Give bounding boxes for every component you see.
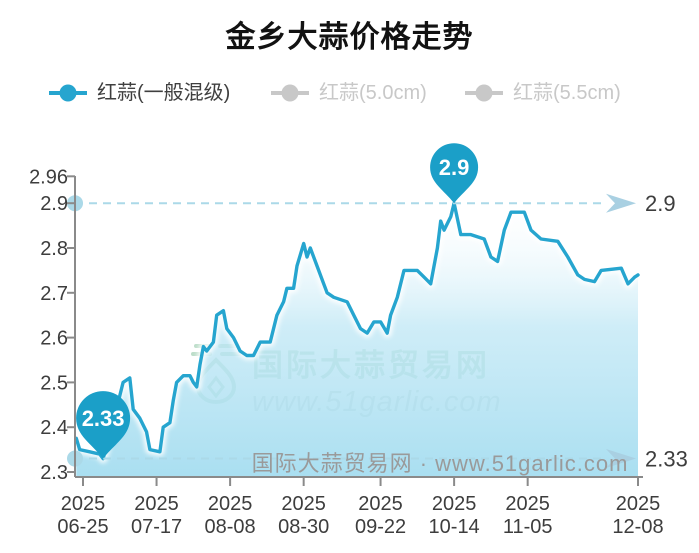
min-price-balloon: 2.33 xyxy=(76,391,131,459)
legend-label: 红蒜(一般混级) xyxy=(97,82,231,104)
y-axis-tick-label: 2.9 xyxy=(40,193,68,215)
x-axis-tick-date-label: 07-17 xyxy=(131,516,182,538)
min-price-balloon-label: 2.33 xyxy=(82,406,125,431)
x-axis-tick-date-label: 08-30 xyxy=(278,516,329,538)
legend-item-hongsuan-5cm[interactable]: 红蒜(5.0cm) xyxy=(270,80,427,106)
x-axis-tick-date-label: 08-08 xyxy=(205,516,256,538)
min-price-balloon-shape xyxy=(76,391,131,459)
legend-marker-dot xyxy=(281,84,299,102)
legend-marker-line-dot-icon xyxy=(49,84,87,102)
y-axis-tick-label: 2.6 xyxy=(40,328,68,350)
legend-item-hongsuan-mixed[interactable]: 红蒜(一般混级) xyxy=(48,80,230,106)
x-axis-tick-year-label: 2025 xyxy=(134,493,179,515)
y-axis-tick-label: 2.5 xyxy=(40,372,68,394)
legend-label: 红蒜(5.5cm) xyxy=(513,82,621,104)
y-axis-tick-label: 2.8 xyxy=(40,238,68,260)
reference-arrow-icon xyxy=(606,449,636,469)
legend-marker-line-dot-icon xyxy=(271,84,309,102)
legend-marker-dot xyxy=(475,84,493,102)
max-price-balloon-shape xyxy=(430,143,479,204)
x-axis-tick-date-label: 11-05 xyxy=(503,516,553,538)
max-price-balloon: 2.9 xyxy=(430,143,479,204)
reference-value-label: 2.33 xyxy=(645,447,688,472)
legend: 红蒜(一般混级) 红蒜(5.0cm) 红蒜(5.5cm) xyxy=(0,80,699,106)
max-price-balloon-label: 2.9 xyxy=(439,155,470,180)
x-axis-tick-year-label: 2025 xyxy=(61,493,106,515)
x-axis-tick-date-label: 10-14 xyxy=(429,516,480,538)
x-axis-tick-date-label: 12-08 xyxy=(612,516,663,538)
legend-marker-dot xyxy=(59,84,77,102)
reference-arrow-icon xyxy=(606,193,636,213)
footer-watermark: 国际大蒜贸易网 · www.51garlic.com xyxy=(251,451,629,476)
x-axis-tick-year-label: 2025 xyxy=(358,493,403,515)
page-title: 金乡大蒜价格走势 xyxy=(225,21,474,54)
x-axis-tick-year-label: 2025 xyxy=(616,493,661,515)
x-axis-tick-date-label: 09-22 xyxy=(355,516,406,538)
y-axis-tick-label: 2.4 xyxy=(40,417,68,439)
x-axis-tick-year-label: 2025 xyxy=(432,493,477,515)
y-axis-tick-label: 2.96 xyxy=(29,166,68,188)
x-axis-tick-year-label: 2025 xyxy=(505,493,550,515)
legend-item-hongsuan-5-5cm[interactable]: 红蒜(5.5cm) xyxy=(464,80,621,106)
x-axis-tick-date-label: 06-25 xyxy=(57,516,108,538)
y-axis-tick-label: 2.7 xyxy=(40,283,68,305)
price-line xyxy=(74,201,640,461)
y-axis-tick-label: 2.3 xyxy=(40,462,68,484)
price-area xyxy=(76,203,639,476)
x-axis-tick-year-label: 2025 xyxy=(281,493,326,515)
x-axis-tick-year-label: 2025 xyxy=(208,493,253,515)
legend-label: 红蒜(5.0cm) xyxy=(319,82,427,104)
reference-value-label: 2.9 xyxy=(645,191,676,216)
legend-marker-line-dot-icon xyxy=(465,84,503,102)
